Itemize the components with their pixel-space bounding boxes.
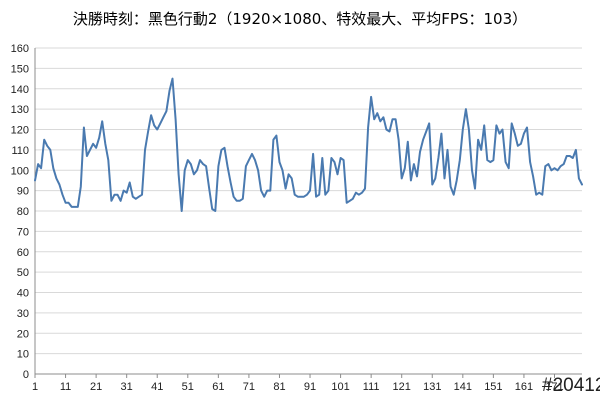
y-tick-label: 130 (11, 104, 29, 116)
x-tick-label: 161 (515, 381, 533, 393)
y-tick-label: 100 (11, 165, 29, 177)
watermark-label: #20412 (542, 375, 600, 396)
x-tick-label: 141 (454, 381, 472, 393)
chart-title: 決勝時刻：黑色行動2（1920×1080、特效最大、平均FPS：103） (73, 10, 527, 28)
y-tick-label: 0 (23, 369, 29, 381)
y-tick-label: 150 (11, 63, 29, 75)
x-tick-label: 81 (273, 381, 285, 393)
x-tick-label: 111 (363, 381, 380, 393)
y-tick-label: 160 (11, 43, 29, 55)
y-tick-label: 90 (17, 186, 29, 198)
x-tick-label: 131 (423, 381, 441, 393)
y-tick-label: 20 (17, 328, 29, 340)
x-tick-label: 61 (212, 381, 224, 393)
y-tick-label: 30 (17, 308, 29, 320)
y-tick-label: 40 (17, 288, 29, 300)
grid-layer (35, 47, 582, 355)
y-tick-label: 60 (17, 247, 29, 259)
x-tick-label: 41 (151, 381, 163, 393)
x-tick-label: 101 (331, 381, 349, 393)
x-tick-label: 151 (484, 381, 502, 393)
y-tick-label: 110 (11, 145, 29, 157)
series-layer (34, 77, 583, 212)
x-tick-label: 91 (304, 381, 316, 393)
y-tick-label: 10 (17, 349, 29, 361)
x-tick-label: 31 (121, 381, 133, 393)
x-tick-label: 11 (60, 381, 71, 393)
y-tick-label: 50 (17, 267, 29, 279)
y-tick-label: 140 (11, 84, 29, 96)
x-tick-label: 1 (32, 381, 38, 393)
y-tick-label: 80 (17, 206, 29, 218)
x-tick-labels: 1 11 21 31 41 51 61 71 81 91 101 111 121 131 141 151 161… (32, 381, 564, 393)
x-tick-label: 21 (90, 381, 102, 393)
x-tick-label: 121 (393, 381, 411, 393)
y-tick-label: 120 (11, 125, 29, 137)
x-tick-label: 71 (243, 381, 255, 393)
x-tick-label: 51 (182, 381, 194, 393)
axis-layer (34, 48, 582, 378)
x-tick-label: 171 (545, 381, 563, 393)
series-line-0 (34, 77, 583, 212)
y-tick-label: 70 (17, 226, 29, 238)
y-tick-labels: 0 10 20 30 40 50 60 70 80 90 100 110 120 130 140 150 160 (11, 43, 29, 381)
